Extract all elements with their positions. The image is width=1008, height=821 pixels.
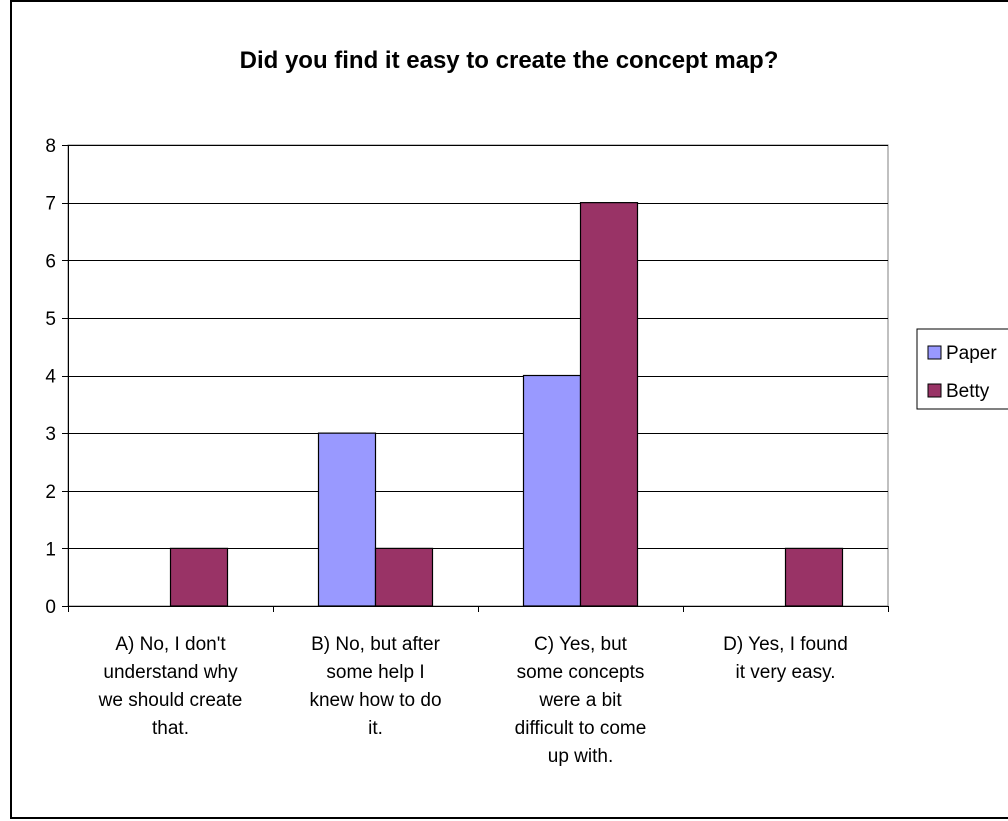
x-axis-category-labels: A) No, I don't understand why we should cr… xyxy=(98,634,848,767)
x-category-label: D) Yes, I found it very easy. xyxy=(723,634,848,683)
y-tick-label: 0 xyxy=(45,597,56,618)
axes xyxy=(62,145,889,612)
y-tick-label: 3 xyxy=(45,424,56,445)
bar-paper xyxy=(522,374,582,607)
y-tick-label: 2 xyxy=(45,482,56,503)
chart-title: Did you find it easy to create the conce… xyxy=(240,47,779,74)
gridlines xyxy=(67,144,889,607)
y-tick-label: 8 xyxy=(45,136,56,157)
x-category-label: A) No, I don't understand why we should cr… xyxy=(98,634,243,739)
plot-area xyxy=(67,144,889,607)
y-tick-label: 5 xyxy=(45,309,56,330)
bar-paper xyxy=(317,432,377,607)
bar-chart: Did you find it easy to create the conce… xyxy=(45,47,1008,767)
legend-label-betty: Betty xyxy=(946,381,990,402)
legend-swatch-betty xyxy=(927,383,942,398)
legend-swatch-paper xyxy=(927,345,942,360)
bars xyxy=(169,202,844,607)
y-axis-tick-labels: 0 1 2 3 4 5 6 7 8 xyxy=(45,136,56,618)
legend: Paper Betty xyxy=(916,328,1008,410)
bar-betty xyxy=(169,547,229,607)
bar-betty xyxy=(374,547,434,607)
legend-label-paper: Paper xyxy=(946,343,997,364)
y-tick-label: 1 xyxy=(45,539,56,560)
y-tick-label: 7 xyxy=(45,194,56,215)
y-tick-label: 6 xyxy=(45,251,56,272)
bar-betty xyxy=(784,547,844,607)
chart-area: Did you find it easy to create the conce… xyxy=(10,0,1008,819)
bar-betty xyxy=(579,202,639,607)
x-category-label: C) Yes, but some concepts were a bit diffic… xyxy=(515,634,647,767)
y-tick-label: 4 xyxy=(45,367,56,388)
